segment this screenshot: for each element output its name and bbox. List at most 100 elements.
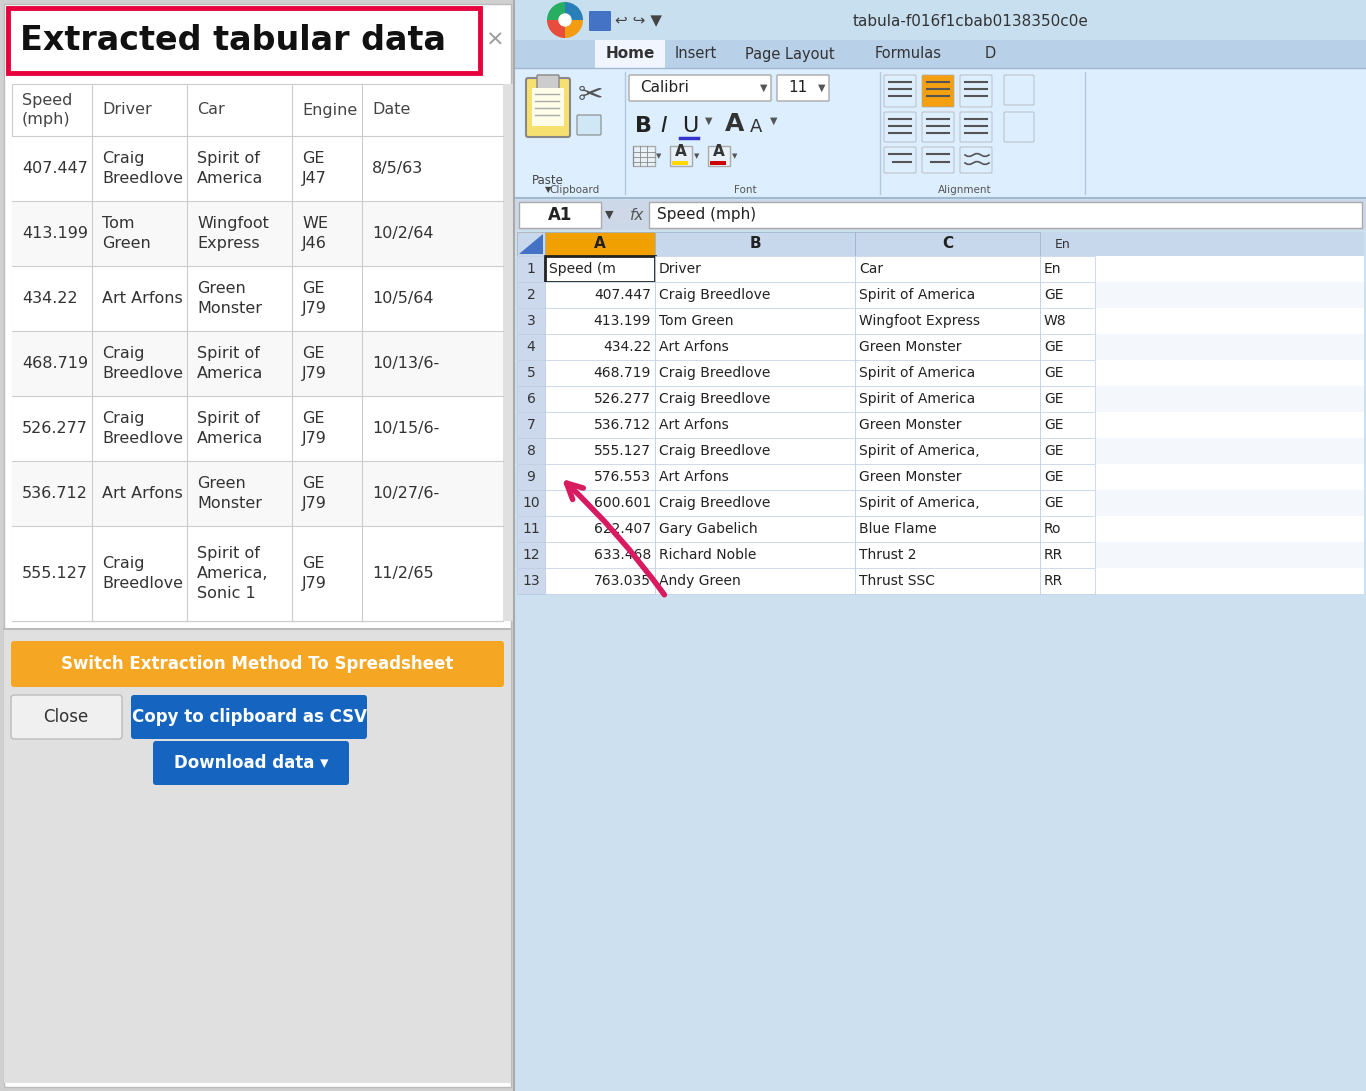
Circle shape bbox=[559, 14, 571, 26]
FancyBboxPatch shape bbox=[1040, 386, 1096, 412]
Text: Green
Monster: Green Monster bbox=[197, 281, 262, 316]
FancyBboxPatch shape bbox=[855, 360, 1040, 386]
FancyBboxPatch shape bbox=[1040, 568, 1096, 594]
Text: 633.468: 633.468 bbox=[594, 548, 652, 562]
Text: Art Arfons: Art Arfons bbox=[658, 340, 728, 353]
FancyBboxPatch shape bbox=[777, 75, 829, 101]
Text: 407.447: 407.447 bbox=[22, 161, 87, 176]
Text: Andy Green: Andy Green bbox=[658, 574, 740, 588]
FancyBboxPatch shape bbox=[4, 630, 511, 1083]
FancyBboxPatch shape bbox=[515, 0, 1366, 1091]
Text: W8: W8 bbox=[1044, 314, 1067, 328]
Text: Speed
(mph): Speed (mph) bbox=[22, 93, 72, 128]
FancyBboxPatch shape bbox=[516, 568, 1365, 594]
FancyBboxPatch shape bbox=[656, 360, 855, 386]
Text: tabula-f016f1cbab0138350c0e: tabula-f016f1cbab0138350c0e bbox=[852, 13, 1089, 28]
Text: GE
J79: GE J79 bbox=[302, 281, 326, 316]
FancyBboxPatch shape bbox=[884, 147, 917, 173]
FancyBboxPatch shape bbox=[537, 75, 559, 89]
FancyBboxPatch shape bbox=[656, 412, 855, 437]
Text: 8: 8 bbox=[526, 444, 535, 458]
FancyBboxPatch shape bbox=[922, 147, 953, 173]
Text: Craig Breedlove: Craig Breedlove bbox=[658, 288, 770, 302]
FancyBboxPatch shape bbox=[855, 386, 1040, 412]
Text: Thrust SSC: Thrust SSC bbox=[859, 574, 934, 588]
FancyBboxPatch shape bbox=[516, 386, 1365, 412]
Text: C: C bbox=[943, 237, 953, 252]
Text: ▼: ▼ bbox=[694, 153, 699, 159]
FancyBboxPatch shape bbox=[516, 386, 545, 412]
FancyBboxPatch shape bbox=[656, 386, 855, 412]
Text: B: B bbox=[749, 237, 761, 252]
Text: Switch Extraction Method To Spreadsheet: Switch Extraction Method To Spreadsheet bbox=[61, 655, 454, 673]
FancyBboxPatch shape bbox=[12, 461, 503, 526]
Text: 11: 11 bbox=[522, 521, 540, 536]
Text: 10/15/6-: 10/15/6- bbox=[372, 421, 440, 436]
FancyBboxPatch shape bbox=[1040, 281, 1096, 308]
FancyBboxPatch shape bbox=[545, 232, 656, 256]
FancyBboxPatch shape bbox=[11, 642, 504, 687]
Text: 4: 4 bbox=[527, 340, 535, 353]
FancyBboxPatch shape bbox=[855, 464, 1040, 490]
Text: ▼: ▼ bbox=[770, 116, 777, 125]
FancyBboxPatch shape bbox=[516, 308, 1365, 334]
FancyBboxPatch shape bbox=[516, 516, 545, 542]
FancyBboxPatch shape bbox=[1040, 308, 1096, 334]
Text: A: A bbox=[725, 112, 744, 136]
Text: GE: GE bbox=[1044, 392, 1064, 406]
FancyBboxPatch shape bbox=[708, 146, 729, 166]
FancyBboxPatch shape bbox=[855, 256, 1040, 281]
Text: GE: GE bbox=[1044, 444, 1064, 458]
Text: 555.127: 555.127 bbox=[22, 566, 87, 582]
Text: 413.199: 413.199 bbox=[594, 314, 652, 328]
FancyBboxPatch shape bbox=[516, 360, 1365, 386]
Text: ▼: ▼ bbox=[545, 185, 552, 194]
Text: GE: GE bbox=[1044, 288, 1064, 302]
Text: 600.601: 600.601 bbox=[594, 496, 652, 509]
FancyBboxPatch shape bbox=[656, 542, 855, 568]
Text: Driver: Driver bbox=[102, 103, 152, 118]
Text: A: A bbox=[713, 144, 725, 159]
FancyBboxPatch shape bbox=[516, 464, 545, 490]
FancyBboxPatch shape bbox=[855, 308, 1040, 334]
Text: 11/2/65: 11/2/65 bbox=[372, 566, 433, 582]
Text: 536.712: 536.712 bbox=[594, 418, 652, 432]
FancyBboxPatch shape bbox=[545, 568, 656, 594]
Text: Spirit of
America,
Sonic 1: Spirit of America, Sonic 1 bbox=[197, 547, 269, 601]
FancyBboxPatch shape bbox=[516, 542, 1365, 568]
FancyBboxPatch shape bbox=[1040, 412, 1096, 437]
Text: GE
J79: GE J79 bbox=[302, 476, 326, 511]
FancyBboxPatch shape bbox=[855, 437, 1040, 464]
Text: B: B bbox=[635, 116, 652, 136]
Wedge shape bbox=[546, 20, 566, 38]
FancyBboxPatch shape bbox=[656, 516, 855, 542]
Text: Car: Car bbox=[197, 103, 225, 118]
FancyBboxPatch shape bbox=[1040, 334, 1096, 360]
Text: Craig
Breedlove: Craig Breedlove bbox=[102, 556, 183, 591]
FancyBboxPatch shape bbox=[1004, 112, 1034, 142]
FancyBboxPatch shape bbox=[855, 412, 1040, 437]
FancyBboxPatch shape bbox=[516, 412, 1365, 437]
Text: Spirit of
America: Spirit of America bbox=[197, 151, 264, 185]
FancyBboxPatch shape bbox=[545, 490, 656, 516]
FancyBboxPatch shape bbox=[855, 542, 1040, 568]
Text: En: En bbox=[1044, 262, 1061, 276]
FancyBboxPatch shape bbox=[516, 542, 545, 568]
FancyBboxPatch shape bbox=[855, 334, 1040, 360]
FancyBboxPatch shape bbox=[545, 464, 656, 490]
FancyBboxPatch shape bbox=[153, 741, 348, 786]
FancyBboxPatch shape bbox=[515, 68, 1366, 197]
Text: Green
Monster: Green Monster bbox=[197, 476, 262, 511]
Wedge shape bbox=[566, 2, 583, 20]
Text: Formulas: Formulas bbox=[876, 47, 943, 61]
FancyBboxPatch shape bbox=[516, 360, 545, 386]
FancyBboxPatch shape bbox=[516, 334, 545, 360]
FancyBboxPatch shape bbox=[576, 115, 601, 135]
FancyBboxPatch shape bbox=[516, 437, 1365, 464]
Text: WE
J46: WE J46 bbox=[302, 216, 328, 251]
Text: 3: 3 bbox=[527, 314, 535, 328]
FancyBboxPatch shape bbox=[1040, 542, 1096, 568]
Text: Spirit of
America: Spirit of America bbox=[197, 346, 264, 381]
FancyBboxPatch shape bbox=[545, 334, 656, 360]
Text: Close: Close bbox=[44, 708, 89, 726]
